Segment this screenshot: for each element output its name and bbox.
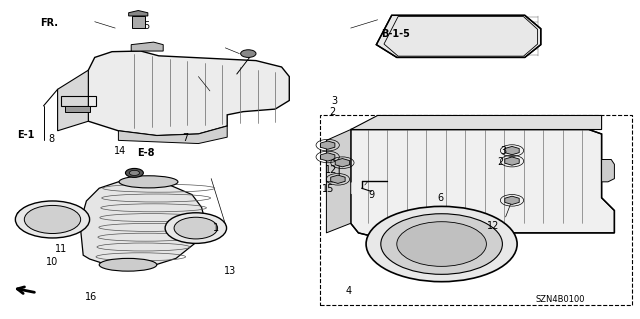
Polygon shape <box>331 175 345 183</box>
Text: 12: 12 <box>486 221 499 232</box>
Circle shape <box>381 214 502 274</box>
Text: 8: 8 <box>48 134 54 144</box>
Bar <box>320 115 632 305</box>
Polygon shape <box>132 16 145 28</box>
Text: E-1: E-1 <box>17 130 35 140</box>
Polygon shape <box>321 141 335 149</box>
Text: B-1-5: B-1-5 <box>381 29 410 40</box>
Circle shape <box>125 168 143 177</box>
Polygon shape <box>58 70 88 131</box>
Circle shape <box>174 217 218 239</box>
Polygon shape <box>339 130 614 238</box>
Polygon shape <box>129 11 148 16</box>
Polygon shape <box>88 51 289 136</box>
Text: FR.: FR. <box>40 18 58 28</box>
Polygon shape <box>335 159 349 167</box>
Text: 12: 12 <box>325 165 338 175</box>
Polygon shape <box>376 15 541 57</box>
Text: 15: 15 <box>321 184 334 194</box>
Text: 3: 3 <box>500 145 506 156</box>
Ellipse shape <box>119 176 178 188</box>
Text: 14: 14 <box>114 145 127 156</box>
Text: E-8: E-8 <box>137 148 155 158</box>
Polygon shape <box>65 106 90 112</box>
Text: 16: 16 <box>84 292 97 302</box>
Circle shape <box>24 205 81 234</box>
Polygon shape <box>505 196 519 204</box>
Polygon shape <box>505 157 519 165</box>
Polygon shape <box>602 160 614 182</box>
Ellipse shape <box>99 258 157 271</box>
Text: 4: 4 <box>346 286 352 296</box>
Text: 5: 5 <box>143 20 149 31</box>
Polygon shape <box>131 42 163 51</box>
Polygon shape <box>118 126 227 144</box>
Circle shape <box>397 222 486 266</box>
Circle shape <box>165 213 227 243</box>
Text: 10: 10 <box>46 257 59 267</box>
Text: 7: 7 <box>182 133 189 143</box>
Text: 3: 3 <box>331 96 337 107</box>
Polygon shape <box>326 160 339 182</box>
Text: 2: 2 <box>497 157 504 167</box>
Circle shape <box>129 170 140 175</box>
Text: 13: 13 <box>224 266 237 276</box>
Text: 9: 9 <box>368 189 374 200</box>
Text: 1: 1 <box>213 223 220 233</box>
Text: 6: 6 <box>437 193 444 203</box>
Polygon shape <box>326 130 351 233</box>
Text: 11: 11 <box>54 244 67 255</box>
Text: SZN4B0100: SZN4B0100 <box>535 295 585 304</box>
Polygon shape <box>351 115 602 130</box>
Circle shape <box>241 50 256 57</box>
Polygon shape <box>505 146 519 155</box>
Polygon shape <box>80 180 205 266</box>
Circle shape <box>366 206 517 282</box>
Polygon shape <box>321 153 335 161</box>
Circle shape <box>15 201 90 238</box>
Text: 2: 2 <box>330 107 336 117</box>
